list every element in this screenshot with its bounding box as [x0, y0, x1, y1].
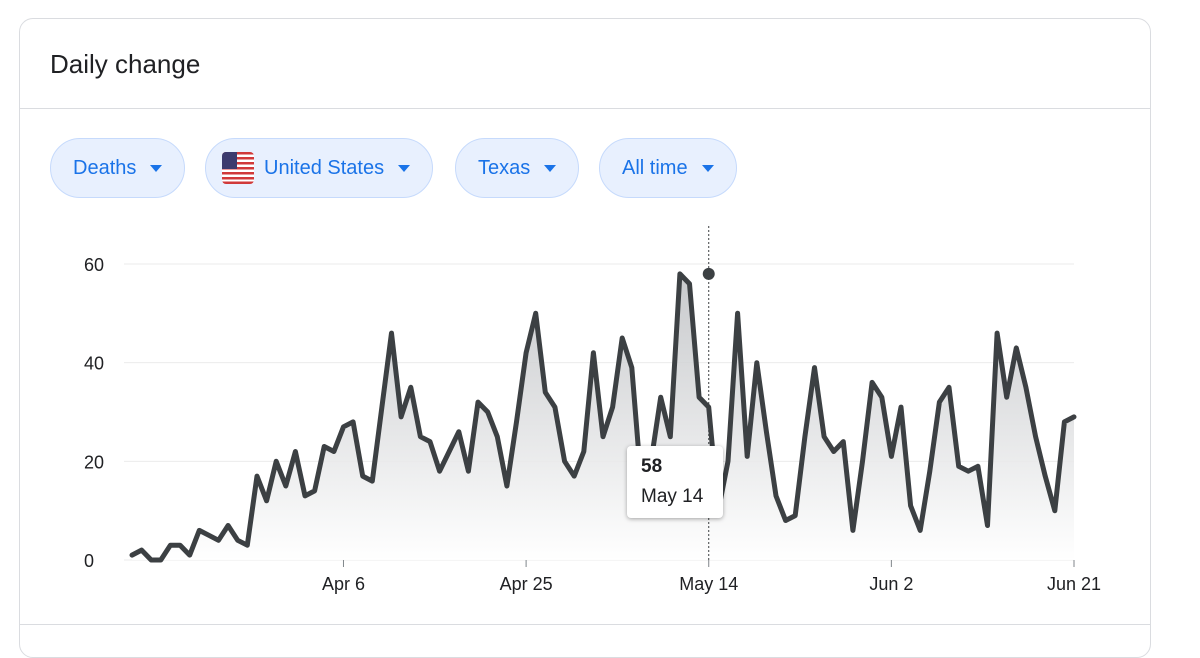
y-tick-label: 40 [84, 354, 104, 374]
x-tick-label: Jun 21 [1047, 574, 1101, 594]
y-tick-label: 20 [84, 452, 104, 472]
highlight-point[interactable] [703, 268, 715, 280]
x-axis: Apr 6 Apr 25 May 14 Jun 2 Jun 21 [322, 560, 1101, 594]
tooltip-value: 58 [641, 456, 709, 478]
y-tick-label: 0 [84, 551, 94, 571]
y-axis: 0 20 40 60 [84, 255, 104, 571]
x-tick-label: Jun 2 [869, 574, 913, 594]
x-tick-label: May 14 [679, 574, 738, 594]
chart-tooltip: 58 May 14 [627, 446, 723, 518]
x-tick-label: Apr 25 [500, 574, 553, 594]
y-tick-label: 60 [84, 255, 104, 275]
tooltip-date: May 14 [641, 486, 709, 508]
daily-change-chart[interactable]: 0 20 40 60 Apr 6 Apr 25 May 14 Jun 2 Jun 21 [0, 0, 1200, 637]
x-tick-label: Apr 6 [322, 574, 365, 594]
